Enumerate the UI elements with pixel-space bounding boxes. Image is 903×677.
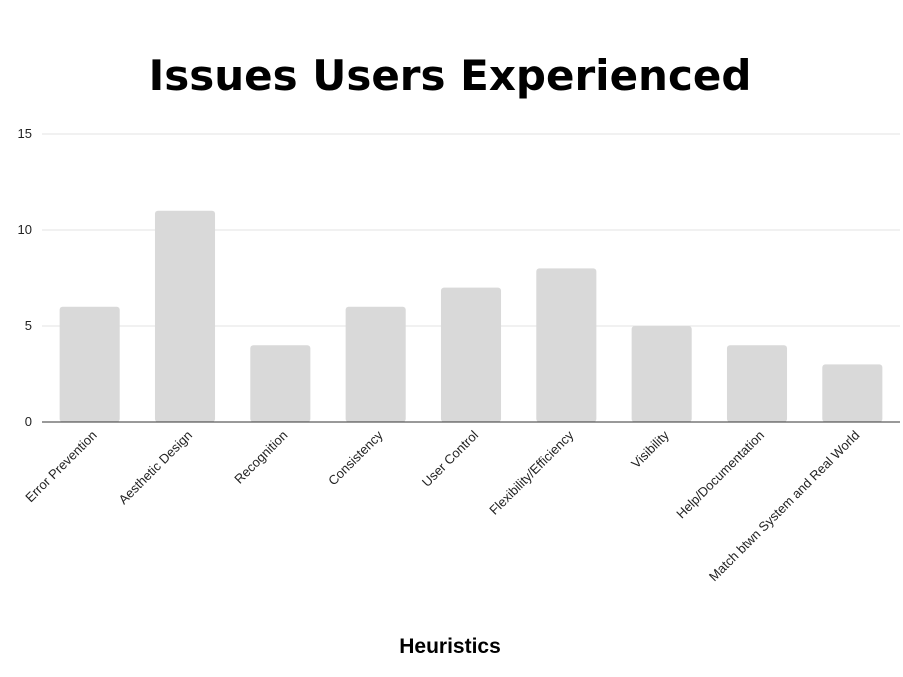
y-tick-label: 0 — [25, 414, 32, 429]
bar — [536, 268, 597, 422]
x-tick-label: Aesthetic Design — [116, 428, 196, 508]
bar — [154, 210, 216, 422]
bar — [440, 287, 502, 422]
bar — [726, 345, 788, 422]
x-tick-label: User Control — [419, 427, 481, 489]
x-tick-label: Consistency — [325, 427, 386, 488]
y-tick-label: 10 — [18, 222, 32, 237]
x-axis-title: Heuristics — [399, 635, 501, 658]
x-tick-label: Help/Documentation — [673, 428, 767, 522]
y-tick-label: 5 — [25, 318, 32, 333]
x-tick-label: Recognition — [231, 428, 290, 487]
bar — [822, 364, 883, 422]
y-axis-ticks: 0 5 10 15 — [18, 126, 32, 429]
chart-title: Issues Users Experienced — [149, 51, 752, 100]
x-axis-ticks: Error Prevention Aesthetic Design Recognit… — [22, 427, 862, 584]
x-tick-label: Match btwn System and Real World — [706, 428, 863, 585]
bar — [59, 306, 120, 422]
bar — [250, 345, 311, 422]
x-tick-label: Error Prevention — [22, 428, 100, 506]
x-tick-label: Visibility — [628, 427, 672, 471]
bar — [345, 306, 406, 422]
bars — [59, 210, 883, 422]
y-tick-label: 15 — [18, 126, 32, 141]
x-tick-label: Flexibility/Efficiency — [486, 427, 576, 517]
bar — [631, 326, 692, 422]
